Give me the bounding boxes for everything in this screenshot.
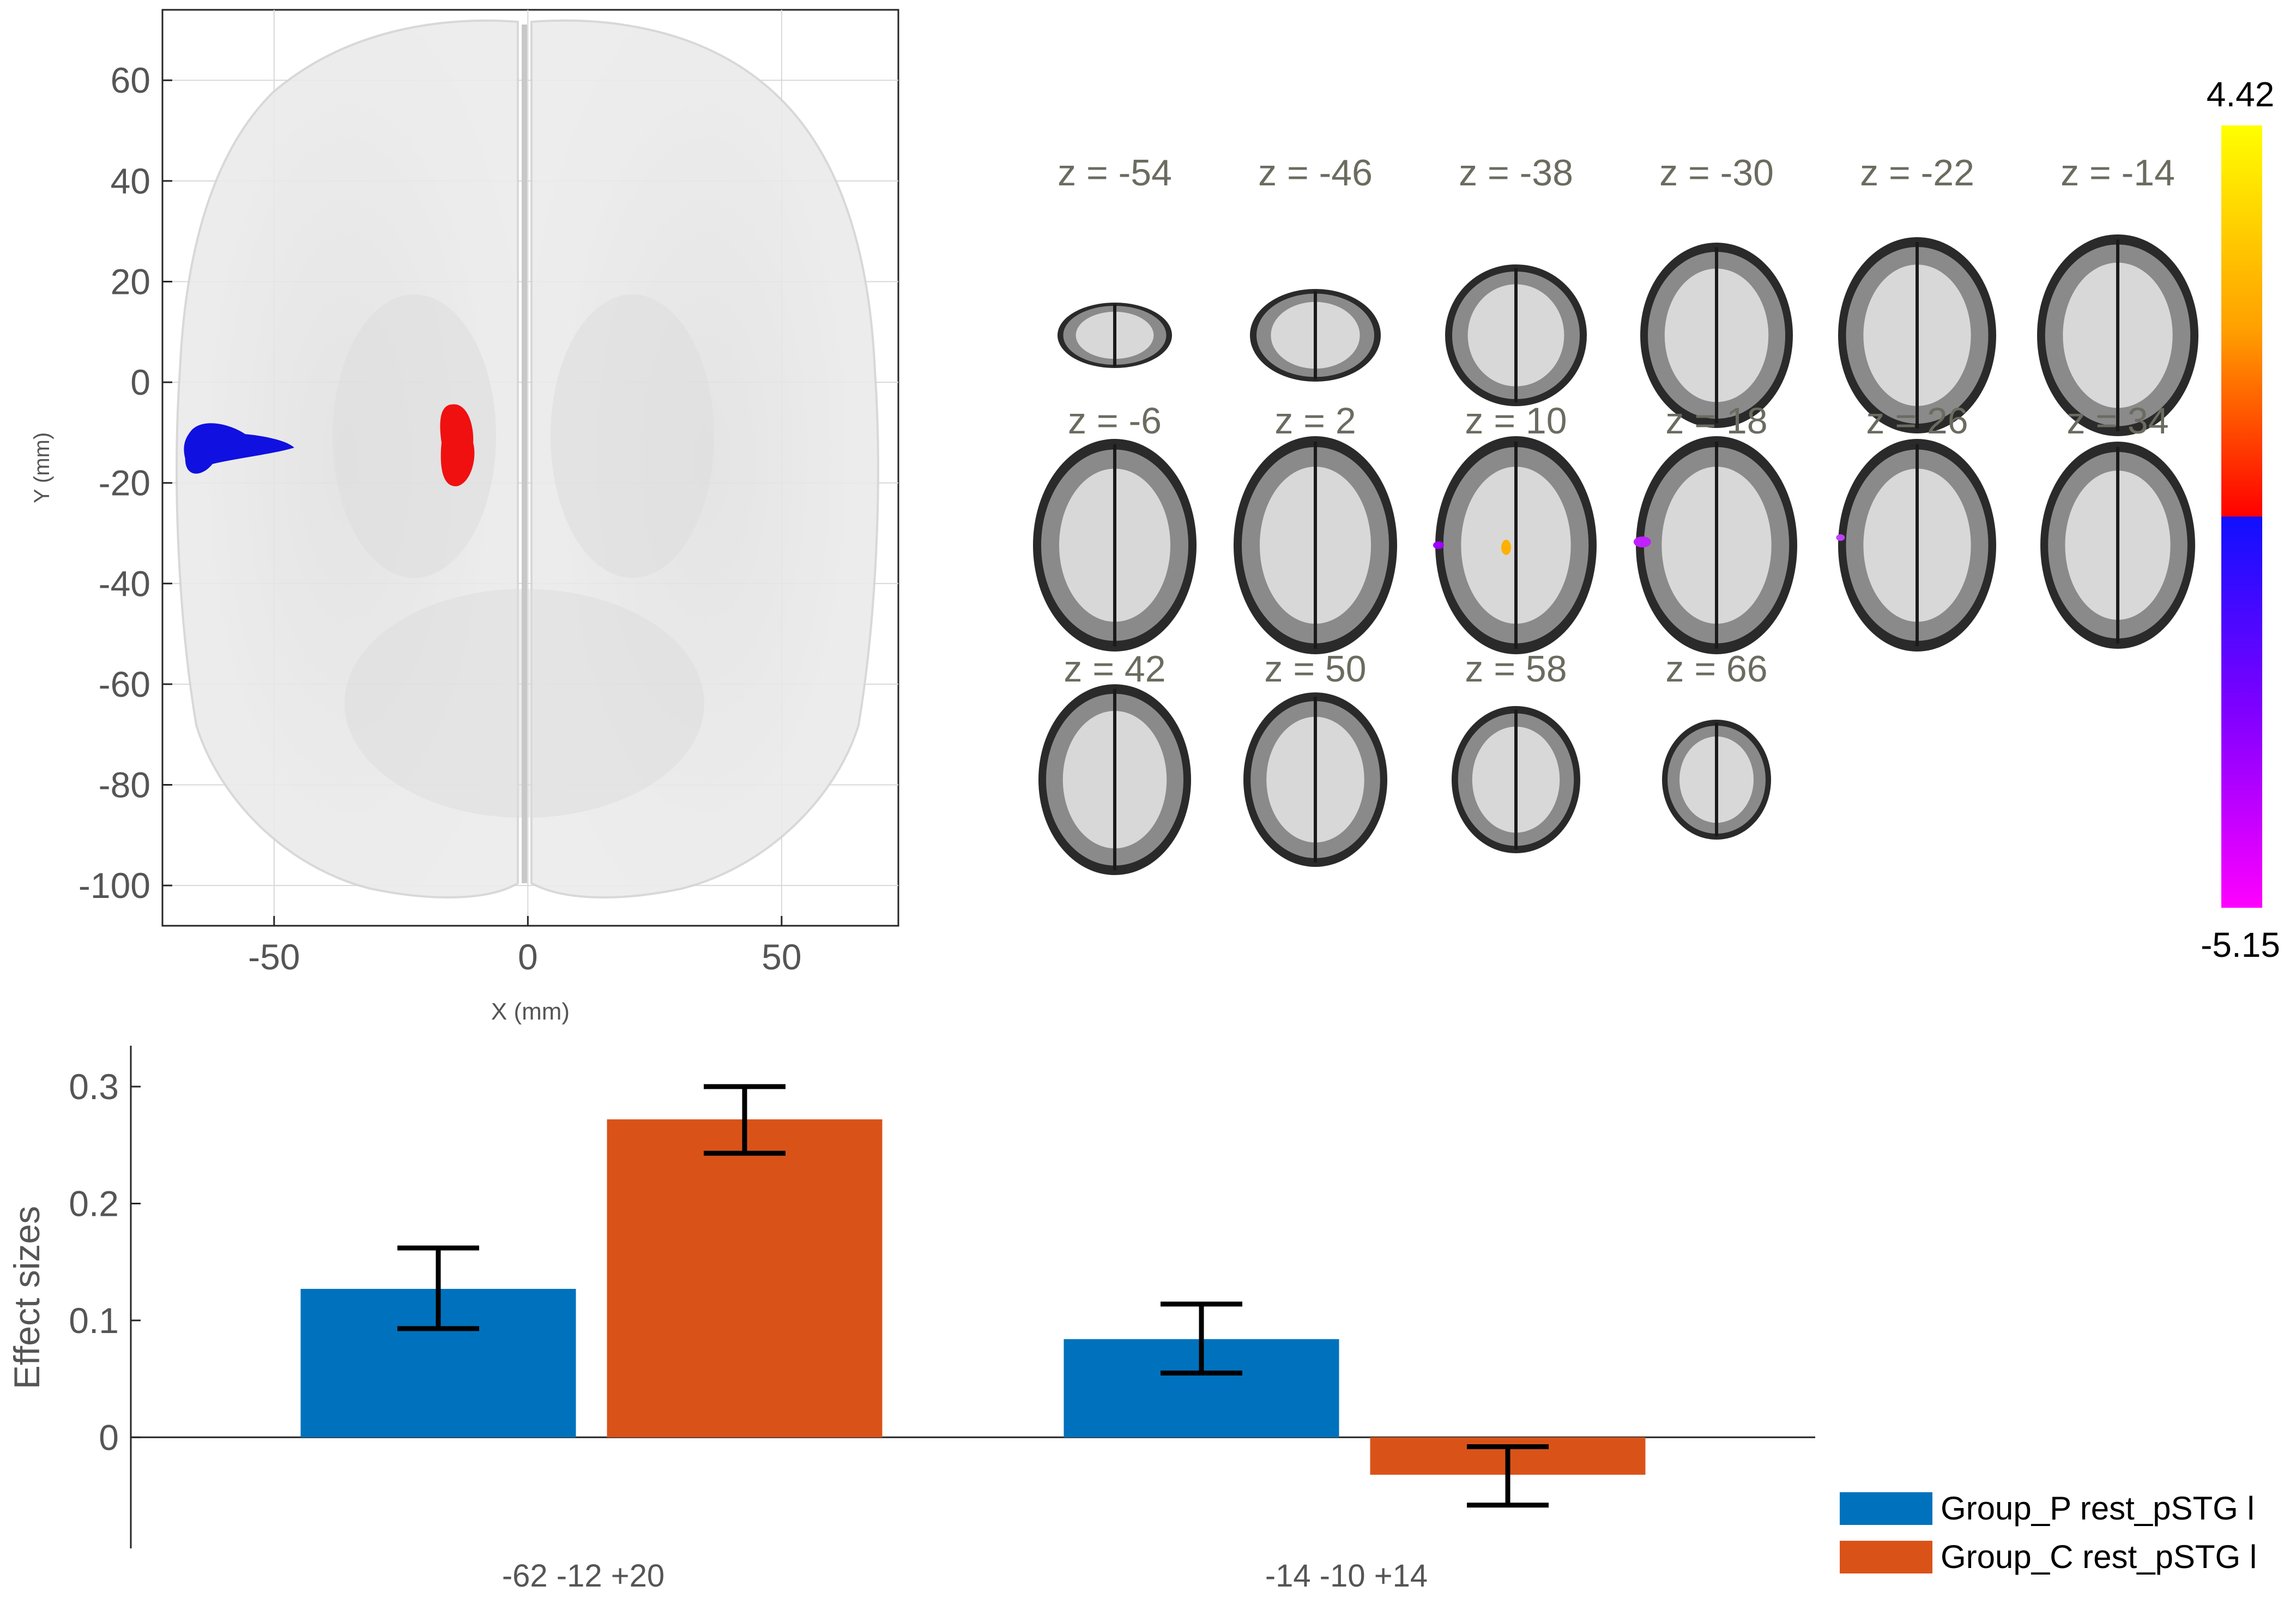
x-tick-label: 50 xyxy=(762,937,801,977)
slice-label: z = -14 xyxy=(2061,152,2175,194)
slice-label: z = 18 xyxy=(1665,400,1767,442)
slice-cluster-blob xyxy=(1433,541,1444,549)
axial-slice xyxy=(1662,720,1771,840)
axial-slice xyxy=(1838,237,1996,433)
bar-chart-y-label: Effect sizes xyxy=(7,1206,47,1389)
slice-cluster-blob xyxy=(1501,540,1511,555)
slice-label: z = -46 xyxy=(1258,152,1373,194)
slice-label: z = 10 xyxy=(1465,400,1567,442)
y-tick-label: -20 xyxy=(99,463,150,503)
bar-chart-category-labels: -62 -12 +20 -14 -10 +14 xyxy=(502,1558,1428,1594)
bar-chart-y-ticks: 0.3 0.2 0.1 0 xyxy=(69,1066,141,1457)
axial-slice xyxy=(1452,706,1580,853)
cluster-blob-left-stg xyxy=(184,423,294,474)
axial-slice xyxy=(1058,303,1172,368)
y-tick-label: 0 xyxy=(99,1417,119,1457)
y-tick-label: 40 xyxy=(111,161,150,201)
axial-slice xyxy=(2037,234,2198,436)
glass-brain-y-label: Y (mm) xyxy=(30,432,54,503)
y-tick-label: 60 xyxy=(111,60,150,100)
colorbar-min-label: -5.15 xyxy=(2201,925,2280,964)
y-tick-label: 0.1 xyxy=(69,1300,119,1341)
legend-swatch-group-p xyxy=(1840,1492,1932,1525)
y-tick-label: -60 xyxy=(99,664,150,704)
colorbar-max-label: 4.42 xyxy=(2207,75,2275,114)
legend-swatch-group-c xyxy=(1840,1541,1932,1573)
axial-slice xyxy=(1243,692,1387,867)
axial-slice xyxy=(1836,439,1996,652)
axial-slice xyxy=(1250,289,1381,382)
axial-slice xyxy=(1633,436,1797,654)
slice-label: z = -54 xyxy=(1058,152,1172,194)
axial-slice xyxy=(1433,436,1597,654)
colorbar: 4.42 -5.15 xyxy=(2201,75,2280,964)
category-label: -62 -12 +20 xyxy=(502,1558,664,1594)
slice-label: z = 58 xyxy=(1465,648,1567,690)
axial-slice xyxy=(1640,243,1793,428)
slice-cluster-blob xyxy=(1633,536,1651,547)
y-tick-label: 0 xyxy=(130,362,150,402)
category-label: -14 -10 +14 xyxy=(1265,1558,1428,1594)
y-tick-label: 0.2 xyxy=(69,1183,119,1223)
slice-cluster-blob xyxy=(1836,534,1845,541)
slice-label: z = 42 xyxy=(1064,648,1165,690)
axial-slice xyxy=(1445,264,1587,406)
slice-label: z = -6 xyxy=(1068,400,1162,442)
colorbar-gradient xyxy=(2221,125,2262,908)
slice-label: z = 26 xyxy=(1866,400,1968,442)
deep-structure-shading-left xyxy=(333,294,496,578)
y-tick-label: -100 xyxy=(78,865,150,906)
axial-slice-montage: z = -54 z = -46 z = -38 z = -30 z = -22 z = -… xyxy=(1033,152,2198,875)
glass-brain-x-ticks: -50 0 50 xyxy=(248,916,802,977)
axial-slice xyxy=(1038,684,1191,875)
x-tick-label: -50 xyxy=(248,937,300,977)
y-tick-label: -80 xyxy=(99,765,150,805)
deep-structure-shading-right xyxy=(551,294,714,578)
slice-label: z = -22 xyxy=(1860,152,1974,194)
legend-label-group-c: Group_C rest_pSTG l xyxy=(1941,1539,2257,1575)
slice-label: z = 2 xyxy=(1274,400,1356,442)
bar-chart-panel: 0.3 0.2 0.1 0 -62 -12 +20 -14 -10 +14 Effect… xyxy=(7,1046,2257,1594)
glass-brain-panel: -50 0 50 60 40 20 0 -20 -40 -60 -80 -100 X (mm) Y … xyxy=(30,9,899,1025)
slice-label: z = 66 xyxy=(1665,648,1767,690)
slice-label: z = 34 xyxy=(2067,400,2168,442)
legend-label-group-p: Group_P rest_pSTG l xyxy=(1941,1490,2255,1527)
y-tick-label: 0.3 xyxy=(69,1066,119,1107)
slice-label: z = -30 xyxy=(1659,152,1774,194)
x-tick-label: 0 xyxy=(518,937,538,977)
brain-silhouette xyxy=(176,19,879,899)
glass-brain-x-label: X (mm) xyxy=(491,998,570,1025)
axial-slice xyxy=(1033,439,1197,652)
y-tick-label: 20 xyxy=(111,261,150,301)
bar-chart-legend: Group_P rest_pSTG l Group_C rest_pSTG l xyxy=(1840,1490,2257,1575)
glass-brain-clusters xyxy=(184,404,475,486)
bar-chart-bars xyxy=(300,1119,1646,1475)
cluster-blob-thalamus xyxy=(440,404,475,486)
bar-chart-error-bars xyxy=(397,1084,1549,1508)
glass-brain-y-ticks: 60 40 20 0 -20 -40 -60 -80 -100 xyxy=(78,60,172,906)
axial-slice xyxy=(1234,436,1397,654)
slice-label: z = -38 xyxy=(1459,152,1573,194)
bar xyxy=(607,1119,883,1438)
y-tick-label: -40 xyxy=(99,563,150,604)
axial-slice xyxy=(2040,442,2195,649)
slice-label: z = 50 xyxy=(1264,648,1366,690)
